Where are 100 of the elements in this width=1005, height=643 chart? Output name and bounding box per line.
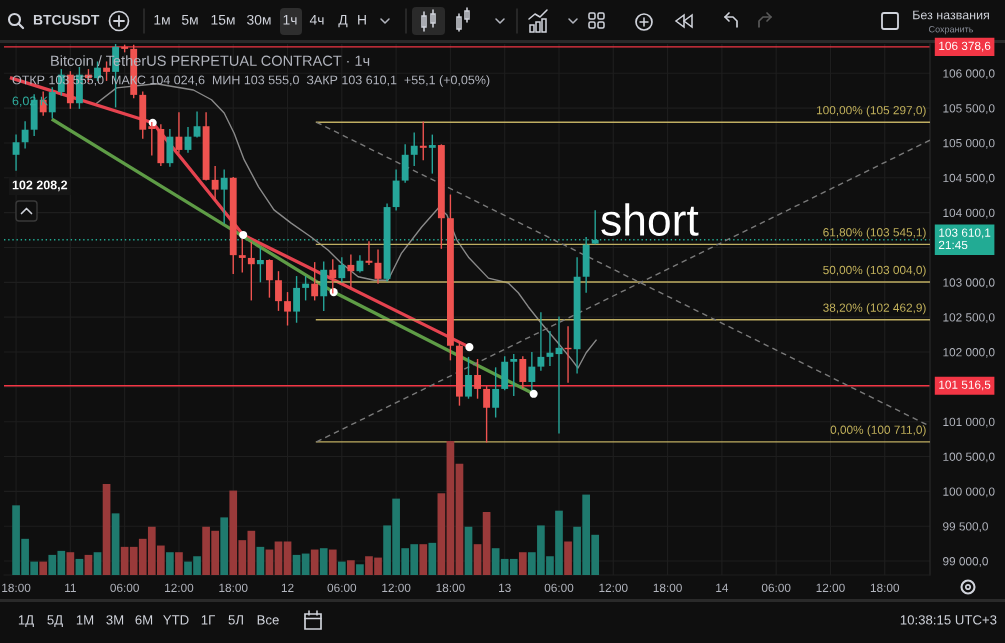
text: 4ч <box>309 15 324 25</box>
ref-line-label: 106 378,6 <box>939 41 991 52</box>
ref-line-label: 101 516,5 <box>939 380 991 391</box>
text: 1М <box>76 615 94 625</box>
y-tick-label: 100 500,0 <box>943 452 995 463</box>
candlestick <box>293 276 301 323</box>
candlestick <box>329 259 337 294</box>
bar <box>437 493 446 575</box>
candlestick <box>410 132 418 166</box>
y-tick-label: 104 000,0 <box>943 208 995 219</box>
candlestick <box>537 312 545 371</box>
text: 6М <box>135 615 153 625</box>
bar <box>75 558 84 575</box>
bar <box>102 483 111 575</box>
y-tick-label: 102 500,0 <box>943 313 995 323</box>
bar <box>356 564 364 575</box>
x-tick-label: 13 <box>499 583 511 592</box>
bar <box>564 541 572 575</box>
text: 5Л <box>228 615 243 625</box>
annotation: short <box>601 203 699 236</box>
bar <box>120 546 129 575</box>
bar <box>310 549 319 575</box>
bar <box>518 552 527 575</box>
x-tick-label: 06:00 <box>110 583 139 592</box>
bar <box>328 549 337 575</box>
candlestick <box>347 254 355 288</box>
y-tick-label: 104 500,0 <box>943 173 995 184</box>
candlestick <box>265 259 273 298</box>
x-tick-label: 11 <box>65 583 76 592</box>
bar <box>220 517 229 575</box>
candlestick <box>220 169 228 224</box>
candlestick <box>48 87 56 119</box>
candlestick <box>256 247 264 283</box>
x-tick-label: 18:00 <box>2 583 31 592</box>
bar <box>446 441 455 575</box>
candlestick <box>284 292 291 326</box>
y-tick-label: 105 500,0 <box>943 104 995 114</box>
candlestick <box>492 367 500 418</box>
x-tick-label: 18:00 <box>870 583 900 592</box>
bar <box>482 512 491 575</box>
text: YTD <box>163 615 189 625</box>
candlestick <box>428 134 436 174</box>
candlestick <box>12 134 20 171</box>
text: Д <box>338 15 348 28</box>
candlestick <box>419 121 427 161</box>
candlestick <box>302 276 310 301</box>
ref-line-label: 103 610,1 21:45 <box>938 228 991 250</box>
annotation: 102 208,2 <box>12 180 68 192</box>
text: 3М <box>106 615 124 625</box>
bar <box>347 560 355 575</box>
x-tick-label: 18:00 <box>653 583 682 592</box>
bar <box>274 541 283 575</box>
y-tick-label: 101 000,0 <box>943 417 995 428</box>
bar <box>66 552 75 575</box>
bar <box>84 554 93 575</box>
y-tick-label: 99 500,0 <box>943 522 988 533</box>
bar <box>419 544 428 575</box>
bar <box>337 561 346 575</box>
candlestick <box>193 111 201 138</box>
y-tick-label: 100 000,0 <box>943 487 995 498</box>
x-tick-label: 14 <box>716 583 729 592</box>
text: 15м <box>211 15 235 25</box>
x-tick-label: 06:00 <box>761 583 791 592</box>
bar <box>93 552 102 575</box>
text: 1ч <box>283 15 297 25</box>
text: 1м <box>154 15 170 25</box>
text: BTCUSDT <box>33 14 100 25</box>
y-tick-label: 106 000,0 <box>943 69 995 80</box>
candlestick <box>311 262 319 301</box>
text: 1Г <box>201 615 215 625</box>
annotation: 38,20% (102 462,9) <box>823 303 926 315</box>
bar <box>283 541 292 575</box>
candlestick <box>519 356 527 389</box>
x-tick-label: 12:00 <box>599 583 628 592</box>
bar <box>256 546 265 575</box>
bar <box>175 552 183 575</box>
x-tick-label: 12:00 <box>382 583 411 592</box>
bar <box>428 542 437 575</box>
bar <box>455 463 464 575</box>
y-tick-label: 99 000,0 <box>943 557 988 567</box>
x-tick-label: 12:00 <box>165 583 194 592</box>
bar <box>319 548 328 575</box>
x-tick-label: 12 <box>281 583 294 592</box>
text: Все <box>257 615 279 625</box>
bar <box>464 526 473 575</box>
candlestick <box>238 239 246 273</box>
text: Н <box>358 15 366 25</box>
text: Без названия <box>913 10 989 20</box>
text: 30м <box>247 14 271 25</box>
candlestick <box>474 358 481 399</box>
text: 1Д <box>18 615 34 628</box>
text: 5Д <box>47 615 63 628</box>
y-tick-label: 105 000,0 <box>943 138 995 149</box>
y-tick-label: 103 000,0 <box>943 278 995 289</box>
candlestick <box>21 121 29 149</box>
candlestick <box>338 257 346 283</box>
bar <box>166 552 174 575</box>
bar <box>292 554 301 575</box>
text: Сохранить <box>929 26 974 35</box>
bar <box>111 513 120 575</box>
